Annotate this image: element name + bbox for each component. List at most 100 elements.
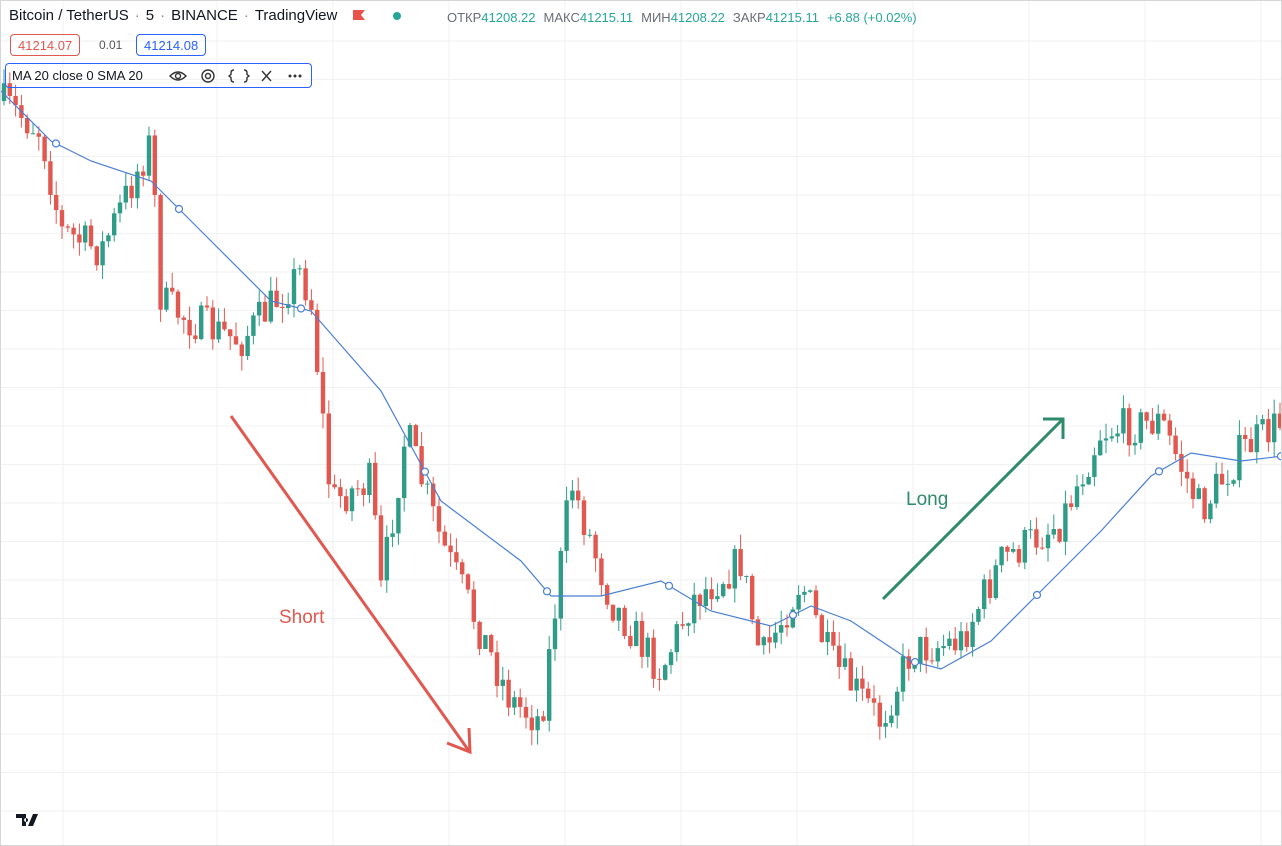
candle-body bbox=[1231, 480, 1236, 484]
candle-body bbox=[947, 638, 952, 647]
candle-body bbox=[692, 594, 697, 624]
candle-body bbox=[36, 133, 41, 137]
candle-body bbox=[1016, 549, 1022, 563]
ma-marker bbox=[174, 204, 184, 214]
ohlc-value: 41215.11 bbox=[579, 10, 634, 25]
candle-body bbox=[483, 635, 488, 649]
candle-body bbox=[773, 632, 778, 643]
source-icon[interactable] bbox=[227, 69, 251, 83]
candle-body bbox=[958, 631, 964, 651]
ma-marker bbox=[296, 304, 306, 313]
ohlc-label: ОТКР bbox=[447, 10, 482, 25]
ohlc-label: МИН bbox=[641, 10, 671, 25]
candle-body bbox=[233, 336, 239, 345]
candle-body bbox=[860, 678, 865, 689]
candle-body bbox=[460, 562, 465, 575]
candle-body bbox=[1277, 413, 1281, 428]
ma-marker bbox=[1154, 467, 1164, 476]
candle-body bbox=[1034, 529, 1039, 548]
ohlc-value: 41215.11 bbox=[765, 10, 819, 25]
ma-marker bbox=[788, 610, 798, 620]
candle-body bbox=[668, 652, 674, 666]
more-icon[interactable] bbox=[288, 74, 302, 78]
candle-body bbox=[378, 515, 384, 581]
candle-body bbox=[831, 631, 836, 646]
candle-body bbox=[1, 83, 7, 101]
candle-body bbox=[1254, 424, 1259, 453]
candle-body bbox=[1161, 413, 1167, 421]
candle-body bbox=[1144, 412, 1149, 421]
bid[interactable]: 41214.07 bbox=[10, 34, 81, 56]
candle-body bbox=[373, 462, 378, 516]
candle-body bbox=[187, 319, 192, 336]
long-arrow-head bbox=[1043, 417, 1065, 439]
candle-body bbox=[48, 161, 53, 195]
candle-body bbox=[599, 558, 604, 586]
candle-body bbox=[709, 589, 714, 600]
remove-icon[interactable] bbox=[261, 70, 272, 82]
candle-body bbox=[152, 135, 157, 196]
candle-body bbox=[65, 226, 70, 228]
candle-body bbox=[291, 269, 297, 305]
candle-body bbox=[744, 575, 749, 577]
candle-body bbox=[1109, 436, 1114, 439]
settings-icon[interactable] bbox=[201, 69, 215, 83]
candle-body bbox=[425, 483, 430, 485]
candle-body bbox=[755, 619, 761, 646]
candle-body bbox=[112, 213, 117, 236]
candle-body bbox=[199, 305, 204, 340]
candle-body bbox=[117, 202, 123, 214]
candle-body bbox=[1260, 419, 1265, 425]
indicator-legend: MA 20 close 0 SMA 20 bbox=[5, 63, 312, 88]
candle-body bbox=[1080, 484, 1085, 487]
candle-body bbox=[552, 618, 558, 650]
candle-body bbox=[686, 623, 691, 626]
candle-body bbox=[883, 723, 888, 727]
spread: 0.01 bbox=[99, 38, 123, 52]
ask[interactable]: 41214.08 bbox=[136, 34, 207, 56]
tv-logo[interactable] bbox=[15, 811, 41, 831]
candle-body bbox=[906, 656, 911, 669]
candle-body bbox=[1237, 434, 1242, 481]
candle-body bbox=[262, 301, 268, 322]
candle-body bbox=[100, 241, 105, 266]
candle-body bbox=[204, 305, 210, 308]
candle-body bbox=[871, 698, 877, 703]
candle-body bbox=[367, 462, 372, 495]
candle-body bbox=[784, 625, 790, 628]
candle-body bbox=[280, 306, 285, 309]
flag-icon[interactable] bbox=[351, 8, 367, 24]
candle-body bbox=[1103, 438, 1109, 441]
candle-body bbox=[303, 268, 308, 301]
candle-body bbox=[390, 533, 395, 537]
candle-body bbox=[384, 536, 389, 581]
candle-body bbox=[645, 637, 650, 657]
candle-body bbox=[976, 609, 981, 622]
candle-body bbox=[54, 194, 59, 211]
candle-body bbox=[866, 688, 871, 699]
long-label: Long bbox=[906, 489, 949, 510]
candle-body bbox=[216, 321, 221, 340]
candle-body bbox=[1127, 408, 1132, 446]
candle-body bbox=[628, 635, 633, 647]
short-arrow-head bbox=[446, 727, 472, 755]
candle-body bbox=[808, 590, 813, 592]
candle-body bbox=[297, 268, 302, 270]
candle-body bbox=[320, 372, 326, 414]
indicator-label[interactable]: MA 20 close 0 SMA 20 bbox=[12, 68, 143, 83]
eye-icon[interactable] bbox=[169, 71, 187, 81]
candle-body bbox=[825, 631, 830, 643]
candle-body bbox=[750, 575, 755, 620]
candle-body bbox=[900, 656, 906, 692]
candle-body bbox=[1202, 488, 1207, 520]
candle-body bbox=[987, 579, 993, 598]
candle-body bbox=[1121, 408, 1126, 434]
ma-line bbox=[1, 90, 1281, 670]
candle-body bbox=[181, 317, 186, 320]
symbol[interactable]: Bitcoin / TetherUS bbox=[9, 7, 129, 24]
candle-body bbox=[726, 584, 732, 589]
interval[interactable]: 5 bbox=[145, 7, 155, 24]
candle-body bbox=[999, 546, 1004, 566]
